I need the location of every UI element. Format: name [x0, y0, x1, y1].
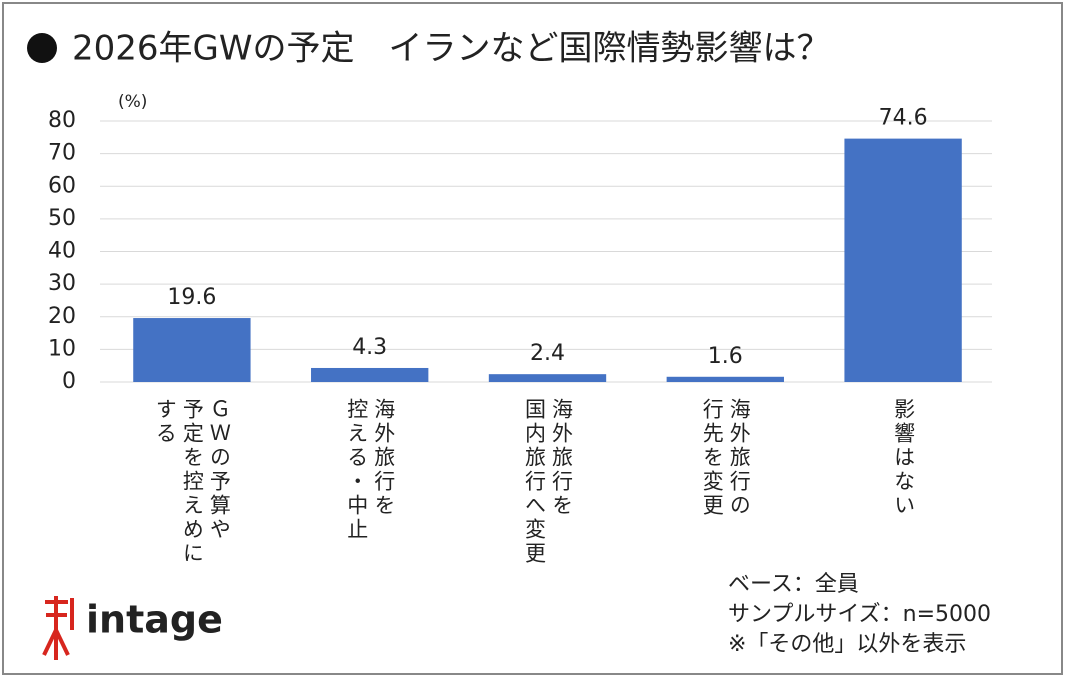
y-tick-label: 0	[62, 369, 76, 394]
y-unit: (%)	[118, 92, 147, 112]
y-tick-label: 10	[48, 336, 76, 361]
value-label: 74.6	[879, 106, 928, 131]
chart-title: 2026年GWの予定 イランなど国際情勢影響は？	[72, 29, 831, 69]
y-tick-label: 20	[48, 304, 76, 329]
bar	[666, 376, 784, 382]
y-tick-label: 70	[48, 141, 76, 166]
note: ※「その他」以外を表示	[728, 632, 967, 657]
logo: intage	[86, 598, 223, 642]
bar	[133, 318, 251, 382]
bar	[488, 374, 607, 382]
y-tick-label: 40	[48, 239, 76, 264]
logo-mark	[42, 596, 74, 660]
value-label: 19.6	[167, 285, 216, 310]
y-tick-label: 50	[48, 206, 76, 231]
value-label: 4.3	[352, 335, 387, 360]
bar	[311, 367, 429, 382]
x-tick-label: 海外旅行の 行先を変更	[700, 398, 752, 518]
y-tick-label: 80	[48, 108, 76, 133]
value-label: 2.4	[530, 341, 565, 366]
y-tick-label: 30	[48, 271, 76, 296]
value-label: 1.6	[708, 344, 743, 369]
note: ベース：全員	[728, 572, 859, 597]
y-tick-label: 60	[48, 173, 76, 198]
bar	[844, 138, 962, 382]
x-tick-label: 海外旅行を 国内旅行へ変更	[522, 398, 574, 566]
x-tick-label: ＧＷの予算や 予定を控えめに する	[153, 398, 232, 566]
title-bullet	[27, 33, 57, 63]
note: サンプルサイズ：n=5000	[728, 602, 992, 627]
x-tick-label: 海外旅行を 控える・中止	[344, 398, 396, 542]
x-tick-label: 影響はない	[891, 398, 916, 518]
